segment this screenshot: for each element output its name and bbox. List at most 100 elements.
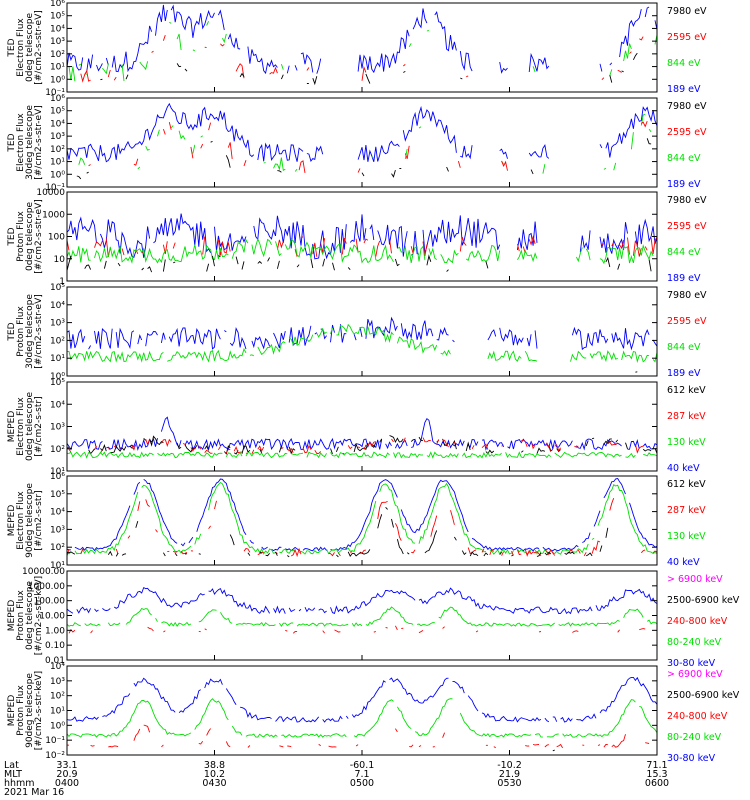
legend-label: 40 keV: [667, 557, 700, 568]
x-axis-row-label: MLT: [4, 769, 22, 780]
legend-label: 7980 eV: [667, 6, 707, 17]
y-tick-label: 10000.00: [22, 567, 65, 577]
y-axis-label-line: 0deg telescope: [25, 392, 35, 462]
series-line-1-3: [81, 35, 657, 81]
x-tick-label-mlt: 10.2: [204, 769, 225, 780]
y-axis-label: TED Electron Flux 0deg telescope [#/cm2-s-s…: [7, 10, 44, 85]
series-line-1-1: [66, 4, 658, 75]
y-tick-label: 10⁻²: [45, 751, 65, 761]
y-axis-label-line: MEPED: [7, 695, 17, 727]
y-tick-label: 10⁵: [50, 378, 65, 388]
series-line-1-4: [100, 52, 638, 86]
y-axis-label-line: MEPED: [7, 600, 17, 632]
y-tick-label: 10⁻¹: [45, 183, 65, 193]
x-tick-label-lat: -60.1: [350, 760, 375, 771]
y-tick-label: 10³: [50, 319, 65, 329]
y-tick-label: 10²: [50, 145, 65, 155]
y-tick-label: 10⁻¹: [45, 736, 65, 746]
x-tick-label-mlt: 15.3: [646, 769, 667, 780]
series-line-3-1: [66, 213, 658, 260]
y-tick-label: 10²: [50, 543, 65, 553]
y-axis-label-line: [#/cm2-s-str-eV]: [34, 105, 44, 180]
y-tick-label: 10²: [50, 445, 65, 455]
y-tick-label: 10¹: [50, 63, 65, 73]
legend-label: 80-240 keV: [667, 732, 722, 743]
y-tick-label: 0.10: [45, 641, 65, 651]
y-axis-label-line: 0deg telescope: [25, 13, 35, 83]
y-tick-label: 10³: [50, 677, 65, 687]
y-axis-label-line: MEPED: [7, 505, 17, 537]
y-axis-label-line: 90deg telescope: [25, 483, 35, 558]
y-axis-label-line: Electron Flux: [16, 18, 26, 77]
y-axis-label-line: Proton Flux: [16, 590, 26, 641]
series-line-3-3: [67, 239, 657, 263]
legend-label: 2500-6900 keV: [667, 690, 740, 701]
panel-2: 10⁻¹ 10⁰ 10¹ 10² 10³ 10⁴ 10⁵ 10⁶ TED Electron Flu…: [7, 94, 707, 193]
legend-label: 287 keV: [667, 411, 706, 422]
series-line-4-1: [66, 316, 658, 351]
y-axis-label-line: 30deg telescope: [25, 105, 35, 180]
y-tick-label: 10⁴: [50, 400, 65, 410]
panel-1: 10⁻¹ 10⁰ 10¹ 10² 10³ 10⁴ 10⁵ 10⁶ TED Electron Flu…: [7, 0, 707, 98]
legend-label: 844 eV: [667, 247, 701, 258]
y-axis-label-line: Proton Flux: [16, 211, 26, 262]
y-axis-label-line: TED: [7, 227, 17, 246]
x-tick-label-time: 0400: [55, 778, 79, 789]
legend-label: 844 eV: [667, 342, 701, 353]
panel-frame: [66, 665, 658, 756]
y-tick-label: 10⁵: [50, 107, 65, 117]
legend-label: 30-80 keV: [667, 658, 716, 669]
y-tick-label: 10²: [50, 692, 65, 702]
panel-4: 10⁰ 10¹ 10² 10³ 10⁴ 10⁵ TED Proton Flux 30deg te…: [7, 283, 707, 382]
y-tick-label: 1000.00: [28, 582, 65, 592]
legend-label: 2595 eV: [667, 221, 707, 232]
x-axis-row-label: Lat: [4, 760, 19, 771]
y-axis-label-line: [#/cm2-s-str-eV]: [34, 294, 44, 369]
series-line-1-2: [68, 21, 658, 82]
series-line-4-3: [635, 372, 645, 373]
y-axis-label-line: 90deg telescope: [25, 673, 35, 748]
legend-label: 844 eV: [667, 153, 701, 164]
y-tick-label: 10⁴: [50, 301, 65, 311]
legend-label: 2595 eV: [667, 32, 707, 43]
y-tick-label: 10¹: [50, 158, 65, 168]
legend-label: 7980 eV: [667, 195, 707, 206]
panel-frame: [66, 570, 658, 661]
panel-frame: [66, 475, 658, 566]
y-tick-label: 10: [54, 255, 66, 265]
x-tick-label-mlt: 7.1: [354, 769, 369, 780]
y-axis-label-line: [#/cm2-s-str-keV]: [34, 576, 44, 655]
series-line-4-2: [67, 323, 658, 364]
series-line-5-1: [66, 416, 658, 451]
y-axis-label-line: 30deg telescope: [25, 294, 35, 369]
panel-8: 10⁻² 10⁻¹ 10⁰ 10¹ 10² 10³ 10⁴ MEPED Proton Flux 9…: [7, 662, 740, 764]
y-tick-label: 10000: [36, 188, 65, 198]
y-axis-label-line: 0deg telescope: [25, 202, 35, 272]
y-axis-label: MEPED Electron Flux 0deg telescope [#/cm2-s…: [7, 392, 44, 462]
series-line-3-2: [66, 235, 658, 257]
panel-5: 10¹ 10² 10³ 10⁴ 10⁵ MEPED Electron Flux 0deg te…: [7, 378, 706, 477]
y-axis-label-line: TED: [7, 38, 17, 57]
legend-label: 30-80 keV: [667, 753, 716, 764]
series-line-2-4: [76, 138, 652, 180]
y-axis-label-line: Proton Flux: [16, 685, 26, 736]
x-tick-label-time: 0530: [497, 778, 521, 789]
y-tick-label: 10¹: [50, 707, 65, 717]
legend-label: 2595 eV: [667, 127, 707, 138]
y-axis-label-line: [#/cm2-s-str]: [34, 396, 44, 456]
legend-label: 2500-6900 keV: [667, 595, 740, 606]
x-tick-label-lat: 33.1: [56, 760, 77, 771]
series-line-8-1: [66, 676, 658, 723]
series-line-7-1: [66, 586, 658, 615]
x-tick-label-lat: -10.2: [497, 760, 522, 771]
y-tick-label: 10⁴: [50, 508, 65, 518]
y-tick-label: 10.00: [39, 612, 65, 622]
legend-label: > 6900 keV: [667, 669, 723, 680]
y-tick-label: 10⁵: [50, 283, 65, 293]
y-axis-label-line: Electron Flux: [16, 397, 26, 456]
series-line-3-4: [66, 254, 652, 273]
y-tick-label: 1: [59, 277, 65, 287]
y-axis-label-line: MEPED: [7, 411, 17, 443]
legend-label: 844 eV: [667, 58, 701, 69]
legend-label: 7980 eV: [667, 101, 707, 112]
